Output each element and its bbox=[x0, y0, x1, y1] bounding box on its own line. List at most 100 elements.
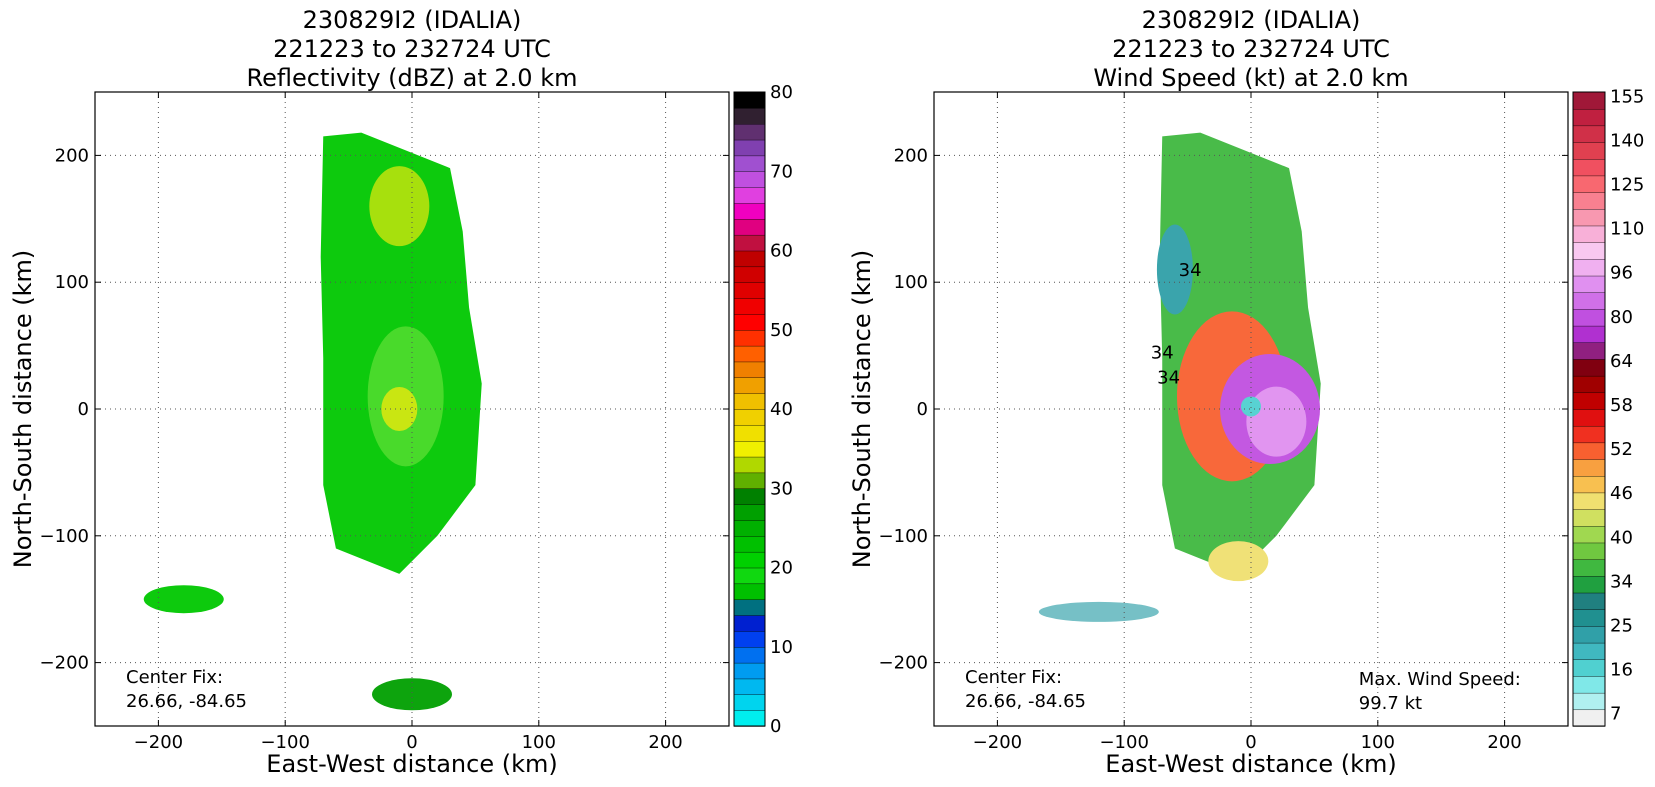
colorbar-frame bbox=[733, 91, 766, 727]
y-tick-label: 100 bbox=[55, 272, 89, 293]
colorbar-cell bbox=[1572, 175, 1606, 193]
colorbar-cell bbox=[1572, 191, 1606, 210]
data-field bbox=[1038, 132, 1321, 622]
center-fix-value: 26.66, -84.65 bbox=[126, 691, 247, 712]
chart-title-line-3: Reflectivity (dBZ) at 2.0 km bbox=[247, 64, 578, 92]
colorbar-cell bbox=[1572, 492, 1606, 510]
colorbar-tick-label: 7 bbox=[1610, 704, 1621, 725]
colorbar-cell bbox=[1572, 592, 1606, 610]
colorbar-cell bbox=[1572, 542, 1606, 560]
colorbar-cell bbox=[733, 440, 766, 458]
colorbar-tick-label: 46 bbox=[1610, 483, 1633, 504]
colorbar-cell bbox=[733, 694, 766, 711]
colorbar-cell bbox=[1572, 208, 1606, 227]
colorbar-cell bbox=[1572, 425, 1606, 444]
x-tick-label: 200 bbox=[648, 732, 682, 753]
chart-panel-2: 230829I2 (IDALIA)221223 to 232724 UTCWin… bbox=[848, 6, 1644, 778]
colorbar-cell bbox=[733, 614, 766, 632]
colorbar-tick-label: 10 bbox=[770, 637, 793, 658]
colorbar-cell bbox=[1572, 659, 1606, 677]
colorbar-cell bbox=[733, 646, 766, 664]
outer-band-sw bbox=[1038, 601, 1159, 622]
colorbar-cell bbox=[733, 599, 766, 616]
x-tick-label: −100 bbox=[260, 732, 309, 753]
y-axis-label: North-South distance (km) bbox=[9, 250, 37, 569]
x-tick-label: −200 bbox=[973, 732, 1022, 753]
colorbar-cell bbox=[1572, 508, 1606, 527]
y-tick-label: −100 bbox=[879, 526, 928, 547]
colorbar-tick-label: 52 bbox=[1610, 439, 1633, 460]
colorbar-cell bbox=[1572, 458, 1606, 477]
chart-title-line-1: 230829I2 (IDALIA) bbox=[303, 6, 522, 34]
colorbar-tick-label: 110 bbox=[1610, 219, 1644, 240]
colorbar-cell bbox=[733, 139, 766, 157]
colorbar-cell bbox=[1572, 475, 1606, 494]
y-tick-label: 100 bbox=[894, 272, 928, 293]
colorbar-cell bbox=[733, 456, 766, 474]
outer-band-s bbox=[372, 678, 452, 711]
colorbar-cell bbox=[733, 345, 766, 363]
colorbar-tick-label: 30 bbox=[770, 478, 793, 499]
chart-title-line-2: 221223 to 232724 UTC bbox=[1112, 35, 1390, 63]
colorbar-cell bbox=[733, 424, 766, 442]
colorbar-cell bbox=[733, 266, 766, 283]
chart-title-line-2: 221223 to 232724 UTC bbox=[273, 35, 551, 63]
colorbar-tick-label: 40 bbox=[1610, 527, 1633, 548]
colorbar-cell bbox=[1572, 642, 1606, 660]
weak-wind-north bbox=[1156, 224, 1193, 315]
colorbar-tick-label: 25 bbox=[1610, 615, 1633, 636]
colorbar-frame bbox=[1572, 91, 1606, 727]
colorbar-tick-label: 34 bbox=[1610, 571, 1633, 592]
max-wind-value: 99.7 kt bbox=[1359, 693, 1422, 714]
colorbar-cell bbox=[1572, 342, 1606, 360]
x-tick-label: −200 bbox=[134, 732, 183, 753]
eye bbox=[1241, 396, 1261, 417]
colorbar-cell bbox=[1572, 325, 1606, 343]
colorbar-cell bbox=[733, 250, 766, 268]
colorbar-cell bbox=[733, 234, 766, 252]
x-tick-label: 100 bbox=[1361, 732, 1395, 753]
colorbar-cell bbox=[1572, 158, 1606, 177]
colorbar-tick-label: 64 bbox=[1610, 351, 1633, 372]
colorbar-tick-label: 50 bbox=[770, 320, 793, 341]
chart-title-line-3: Wind Speed (kt) at 2.0 km bbox=[1093, 64, 1408, 92]
colorbar-cell bbox=[1572, 709, 1606, 727]
colorbar-cell bbox=[733, 519, 766, 537]
colorbar-tick-label: 96 bbox=[1610, 263, 1633, 284]
colorbar-cell bbox=[733, 123, 766, 141]
colorbar-cell bbox=[1572, 675, 1606, 694]
colorbar-cell bbox=[733, 171, 766, 188]
colorbar-cell bbox=[1572, 558, 1606, 577]
colorbar-cell bbox=[1572, 575, 1606, 594]
plot-frame bbox=[94, 91, 730, 727]
colorbar-cell bbox=[1572, 358, 1606, 377]
colorbar-cell bbox=[733, 107, 766, 125]
colorbar-cell bbox=[733, 155, 766, 172]
colorbar-tick-label: 40 bbox=[770, 399, 793, 420]
x-tick-label: −100 bbox=[1099, 732, 1148, 753]
colorbar-cell bbox=[1572, 392, 1606, 410]
colorbar-cell bbox=[733, 282, 766, 299]
colorbar-cell bbox=[1572, 108, 1606, 127]
eyewall bbox=[381, 387, 418, 431]
colorbar-cell bbox=[1572, 609, 1606, 627]
y-tick-label: −200 bbox=[879, 653, 928, 674]
colorbar-cell bbox=[1572, 525, 1606, 544]
colorbar-tick-label: 155 bbox=[1610, 86, 1644, 107]
colorbar-cell bbox=[733, 377, 766, 394]
colorbar-cell bbox=[1572, 241, 1606, 260]
colorbar-tick-label: 80 bbox=[1610, 307, 1633, 328]
colorbar-cell bbox=[1572, 375, 1606, 394]
colorbar-tick-label: 60 bbox=[770, 241, 793, 262]
y-tick-label: −200 bbox=[40, 653, 89, 674]
y-tick-label: 200 bbox=[55, 145, 89, 166]
colorbar-tick-label: 140 bbox=[1610, 130, 1644, 151]
y-tick-label: 0 bbox=[917, 399, 928, 420]
colorbar-tick-label: 58 bbox=[1610, 395, 1633, 416]
colorbar-cell bbox=[733, 313, 766, 331]
colorbar-cell bbox=[733, 551, 766, 569]
contour-label: 34 bbox=[1157, 368, 1180, 389]
colorbar-cell bbox=[1572, 442, 1606, 460]
colorbar-cell bbox=[733, 583, 766, 600]
x-tick-label: 0 bbox=[406, 732, 417, 753]
